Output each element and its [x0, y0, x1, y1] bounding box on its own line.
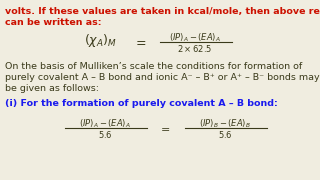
Text: can be written as:: can be written as:: [5, 18, 101, 27]
Text: On the basis of Mulliken’s scale the conditions for formation of: On the basis of Mulliken’s scale the con…: [5, 62, 302, 71]
Text: $5.6$: $5.6$: [218, 129, 232, 140]
Text: volts. If these values are taken in kcal/mole, then above relation: volts. If these values are taken in kcal…: [5, 7, 320, 16]
Text: $=$: $=$: [133, 35, 147, 48]
Text: $(IP)_B-(EA)_B$: $(IP)_B-(EA)_B$: [199, 118, 251, 130]
Text: $5.6$: $5.6$: [98, 129, 112, 140]
Text: be given as follows:: be given as follows:: [5, 84, 99, 93]
Text: $2\times62.5$: $2\times62.5$: [177, 43, 213, 54]
Text: (i) For the formation of purely covalent A – B bond:: (i) For the formation of purely covalent…: [5, 99, 278, 108]
Text: $(IP)_A-(EA)_A$: $(IP)_A-(EA)_A$: [169, 32, 221, 44]
Text: $=$: $=$: [158, 123, 170, 133]
Text: purely covalent A – B bond and ionic A⁻ – B⁺ or A⁺ – B⁻ bonds may: purely covalent A – B bond and ionic A⁻ …: [5, 73, 320, 82]
Text: $(\chi_A)_M$: $(\chi_A)_M$: [84, 32, 116, 49]
Text: $(IP)_A-(EA)_A$: $(IP)_A-(EA)_A$: [79, 118, 131, 130]
